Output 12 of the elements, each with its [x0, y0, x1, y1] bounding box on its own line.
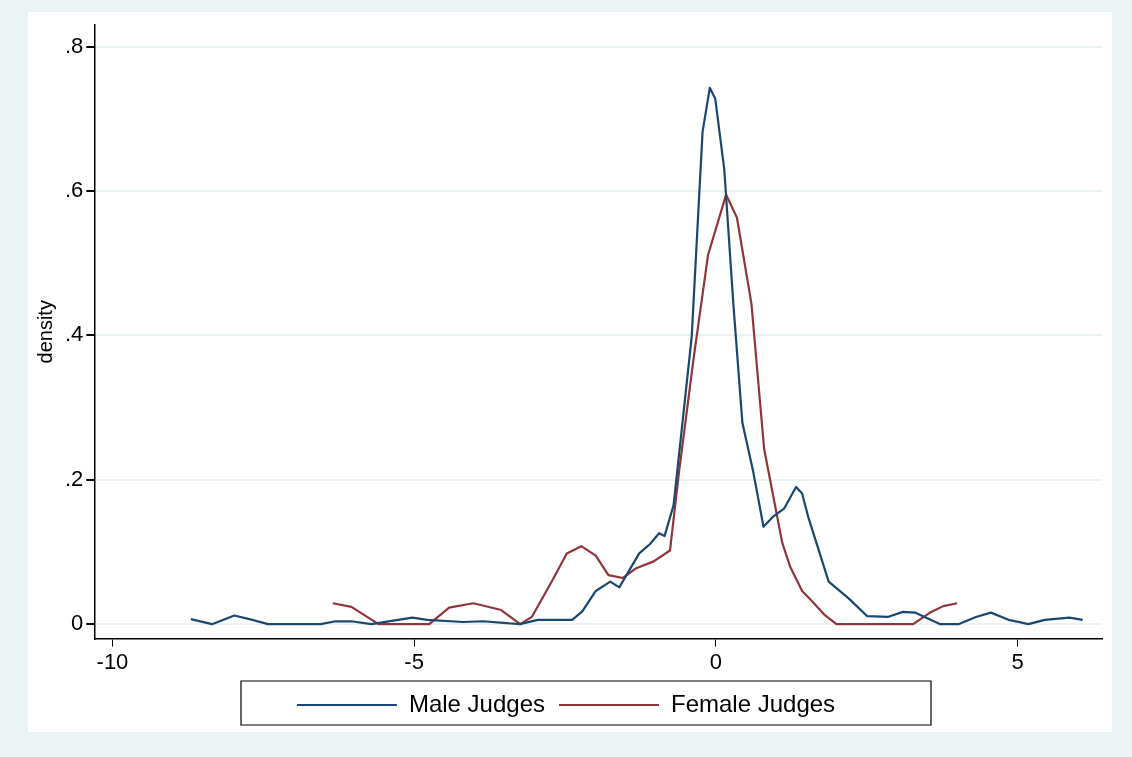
x-tick-label: 5 [1011, 648, 1024, 674]
y-axis-title: density [33, 300, 56, 364]
y-tick-label: .2 [64, 465, 84, 491]
y-tick-label: 0 [71, 610, 84, 636]
x-tick-label: -10 [96, 648, 129, 674]
y-tick-label: .4 [64, 321, 84, 347]
legend-label: Female Judges [671, 689, 836, 717]
y-tick-label: .6 [64, 177, 84, 203]
x-tick-label: -5 [404, 648, 424, 674]
legend-label: Male Judges [408, 689, 545, 717]
x-tick-label: 0 [709, 648, 722, 674]
y-tick-label: .8 [64, 32, 84, 58]
